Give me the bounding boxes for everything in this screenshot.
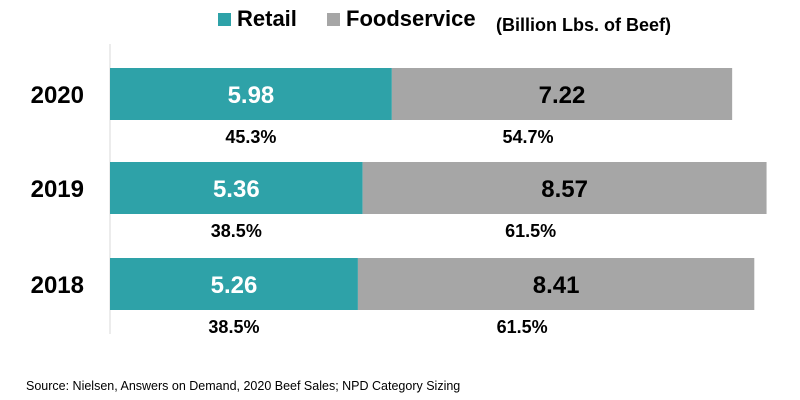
percent-label-retail-2018: 38.5%: [208, 317, 259, 337]
bar-retail-2018: [110, 258, 358, 310]
percent-label-foodservice-2019: 61.5%: [505, 221, 556, 241]
bar-foodservice-2020: [391, 68, 733, 120]
legend-item-foodservice: Foodservice: [327, 6, 476, 32]
value-label-foodservice-2020: 7.22: [539, 82, 586, 109]
retail-swatch-icon: [218, 12, 231, 26]
legend-label-retail: Retail: [237, 6, 297, 31]
category-label-2019: 2019: [31, 176, 84, 203]
value-label-retail-2020: 5.98: [228, 82, 275, 109]
bar-retail-2020: [110, 68, 392, 120]
bar-foodservice-2019: [362, 162, 767, 214]
category-label-2018: 2018: [31, 272, 84, 299]
source-note: Source: Nielsen, Answers on Demand, 2020…: [26, 379, 461, 393]
legend-label-foodservice: Foodservice: [346, 6, 476, 31]
unit-label: (Billion Lbs. of Beef): [496, 15, 671, 35]
legend: Retail Foodservice (Billion Lbs. of Beef…: [0, 6, 800, 36]
foodservice-swatch-icon: [327, 12, 340, 26]
percent-label-foodservice-2020: 54.7%: [502, 127, 553, 147]
value-label-foodservice-2018: 8.41: [533, 272, 580, 299]
bar-retail-2019: [110, 162, 363, 214]
percent-label-foodservice-2018: 61.5%: [497, 317, 548, 337]
legend-item-retail: Retail: [218, 6, 297, 32]
percent-label-retail-2019: 38.5%: [211, 221, 262, 241]
percent-label-retail-2020: 45.3%: [225, 127, 276, 147]
category-label-2020: 2020: [31, 82, 84, 109]
value-label-foodservice-2019: 8.57: [541, 176, 588, 203]
value-label-retail-2018: 5.26: [211, 272, 258, 299]
bar-foodservice-2018: [357, 258, 755, 310]
value-label-retail-2019: 5.36: [213, 176, 260, 203]
bars-group: 2020 5.98 45.3% 7.22 54.7% 2019 5.36 38.5% 8.57 6…: [31, 68, 767, 337]
